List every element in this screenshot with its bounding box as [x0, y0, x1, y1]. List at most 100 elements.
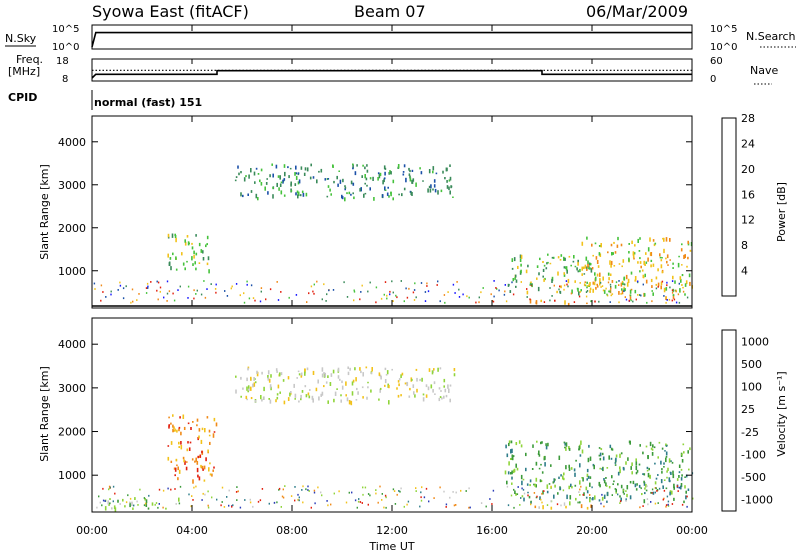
heatmap-cell	[577, 261, 579, 266]
heatmap-cell	[635, 458, 637, 462]
heatmap-cell	[445, 506, 447, 508]
heatmap-cell	[299, 194, 302, 197]
heatmap-cell	[541, 471, 544, 474]
heatmap-cell	[206, 262, 209, 266]
heatmap-cell	[625, 298, 628, 301]
heatmap-cell	[644, 273, 646, 278]
nsearch-label: N.Search	[746, 30, 796, 43]
heatmap-cell	[171, 233, 174, 238]
heatmap-cell	[398, 378, 401, 381]
heatmap-cell	[444, 388, 447, 393]
heatmap-cell	[326, 500, 328, 502]
heatmap-cell	[617, 483, 619, 486]
heatmap-cell	[552, 256, 555, 259]
heatmap-cell	[600, 502, 602, 505]
heatmap-cell	[520, 474, 523, 480]
heatmap-cell	[610, 260, 613, 265]
heatmap-cell	[440, 189, 443, 193]
heatmap-cell	[665, 451, 668, 456]
heatmap-cell	[202, 492, 204, 495]
heatmap-cell	[529, 479, 532, 483]
heatmap-cell	[668, 298, 671, 301]
heatmap-cell	[676, 478, 679, 481]
heatmap-cell	[226, 496, 228, 498]
heatmap-cell	[609, 273, 612, 276]
heatmap-cell	[350, 180, 353, 185]
heatmap-cell	[167, 445, 170, 447]
heatmap-cell	[321, 367, 324, 372]
heatmap-cell	[589, 456, 592, 461]
heatmap-cell	[438, 387, 441, 390]
heatmap-cell	[672, 267, 674, 269]
heatmap-cell	[184, 267, 186, 271]
heatmap-cell	[557, 271, 559, 276]
heatmap-cell	[129, 501, 131, 504]
heatmap-cell	[667, 467, 669, 471]
heatmap-cell	[528, 495, 531, 499]
heatmap-cell	[278, 187, 280, 191]
heatmap-cell	[238, 172, 240, 176]
heatmap-cell	[678, 255, 680, 258]
heatmap-cell	[621, 280, 624, 283]
heatmap-cell	[197, 474, 199, 478]
heatmap-cell	[599, 278, 601, 283]
heatmap-cell	[420, 491, 422, 494]
heatmap-cell	[395, 294, 397, 297]
heatmap-cell	[610, 243, 613, 247]
heatmap-cell	[306, 301, 308, 303]
heatmap-cell	[348, 491, 350, 494]
heatmap-cell	[608, 455, 610, 460]
heatmap-cell	[594, 276, 597, 281]
date-title: 06/Mar/2009	[586, 2, 688, 21]
heatmap-cell	[620, 293, 622, 295]
heatmap-cell	[547, 442, 549, 447]
heatmap-cell	[513, 506, 515, 509]
heatmap-cell	[287, 376, 290, 380]
heatmap-cell	[600, 286, 602, 288]
heatmap-cell	[686, 495, 688, 498]
heatmap-cell	[351, 391, 354, 396]
heatmap-cell	[543, 278, 545, 282]
heatmap-cell	[591, 243, 593, 247]
heatmap-cell	[400, 374, 402, 378]
heatmap-cell	[615, 281, 618, 284]
heatmap-cell	[606, 294, 609, 297]
heatmap-cell	[207, 490, 209, 493]
heatmap-cell	[443, 294, 446, 296]
heatmap-cell	[636, 469, 639, 473]
heatmap-cell	[297, 498, 299, 501]
heatmap-cell	[381, 493, 383, 495]
heatmap-cell	[144, 502, 147, 505]
heatmap-cell	[680, 485, 682, 490]
heatmap-cell	[247, 390, 249, 393]
heatmap-cell	[589, 482, 591, 487]
heatmap-cell	[542, 275, 544, 278]
heatmap-cell	[553, 284, 555, 287]
heatmap-cell	[544, 462, 546, 467]
heatmap-cell	[110, 293, 112, 296]
heatmap-cell	[369, 494, 371, 497]
heatmap-cell	[642, 274, 645, 278]
heatmap-cell	[644, 492, 646, 495]
heatmap-cell	[526, 288, 528, 290]
heatmap-cell	[201, 499, 203, 501]
heatmap-cell	[520, 263, 522, 267]
heatmap-cell	[415, 487, 417, 489]
heatmap-cell	[598, 447, 601, 449]
heatmap-cell	[482, 287, 484, 289]
heatmap-cell	[540, 498, 542, 501]
heatmap-cell	[443, 395, 445, 399]
heatmap-cell	[586, 236, 588, 240]
heatmap-cell	[289, 392, 291, 397]
heatmap-cell	[278, 488, 280, 491]
heatmap-cell	[587, 263, 589, 268]
heatmap-cell	[647, 455, 649, 459]
heatmap-cell	[570, 292, 573, 295]
heatmap-cell	[639, 270, 641, 273]
heatmap-cell	[551, 295, 553, 297]
heatmap-cell	[658, 487, 661, 490]
heatmap-cell	[228, 489, 230, 492]
heatmap-cell	[619, 469, 621, 474]
heatmap-cell	[589, 498, 591, 503]
